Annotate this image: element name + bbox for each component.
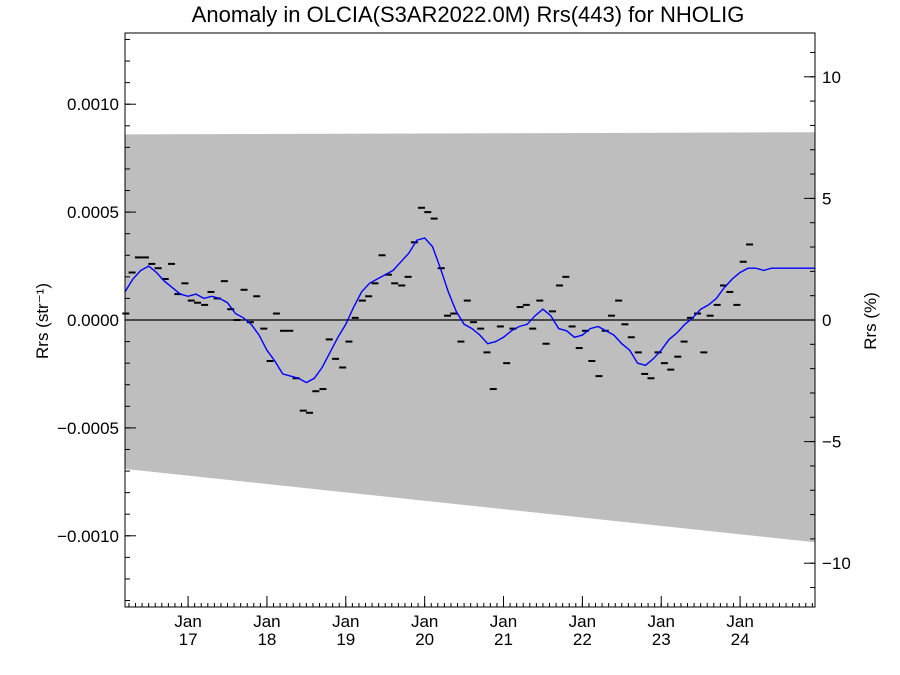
x-tick-label-year: 21 (494, 630, 513, 649)
y-tick-label-right: 10 (822, 68, 841, 87)
y-tick-label-left: 0.0010 (67, 95, 119, 114)
y-tick-label-right: 5 (822, 189, 831, 208)
x-tick-label-month: Jan (648, 612, 675, 631)
y-tick-label-left: −0.0005 (57, 419, 119, 438)
y-tick-label-left: −0.0010 (57, 527, 119, 546)
x-tick-label-month: Jan (253, 612, 280, 631)
x-tick-label-year: 24 (731, 630, 750, 649)
plot-area (122, 132, 815, 543)
axes: 0.0010 0.0005 0.0000 −0.0005 −0.0010 10 5 0 −5 −1… (57, 32, 851, 649)
x-tick-label-year: 23 (652, 630, 671, 649)
x-tick-label-year: 18 (257, 630, 276, 649)
x-tick-label-month: Jan (411, 612, 438, 631)
y-tick-label-right: 0 (822, 311, 831, 330)
y-tick-label-left: 0.0005 (67, 203, 119, 222)
x-tick-label-month: Jan (174, 612, 201, 631)
x-tick-label-year: 17 (179, 630, 198, 649)
y-tick-label-left: 0.0000 (67, 311, 119, 330)
chart-title: Anomaly in OLCIA(S3AR2022.0M) Rrs(443) f… (192, 2, 745, 27)
x-tick-label-year: 22 (573, 630, 592, 649)
smoothed-anomaly-line (124, 237, 815, 384)
y-axis-label-left: Rrs (str⁻¹) (33, 283, 52, 359)
x-tick-label-month: Jan (726, 612, 753, 631)
x-tick-label-year: 20 (415, 630, 434, 649)
y-tick-label-right: −5 (822, 433, 841, 452)
y-axis-label-right: Rrs (%) (861, 292, 880, 350)
x-tick-label-month: Jan (569, 612, 596, 631)
x-tick-label-month: Jan (332, 612, 359, 631)
x-tick-label-year: 19 (336, 630, 355, 649)
y-tick-label-right: −10 (822, 554, 851, 573)
uncertainty-band (125, 132, 815, 543)
x-tick-label-month: Jan (490, 612, 517, 631)
